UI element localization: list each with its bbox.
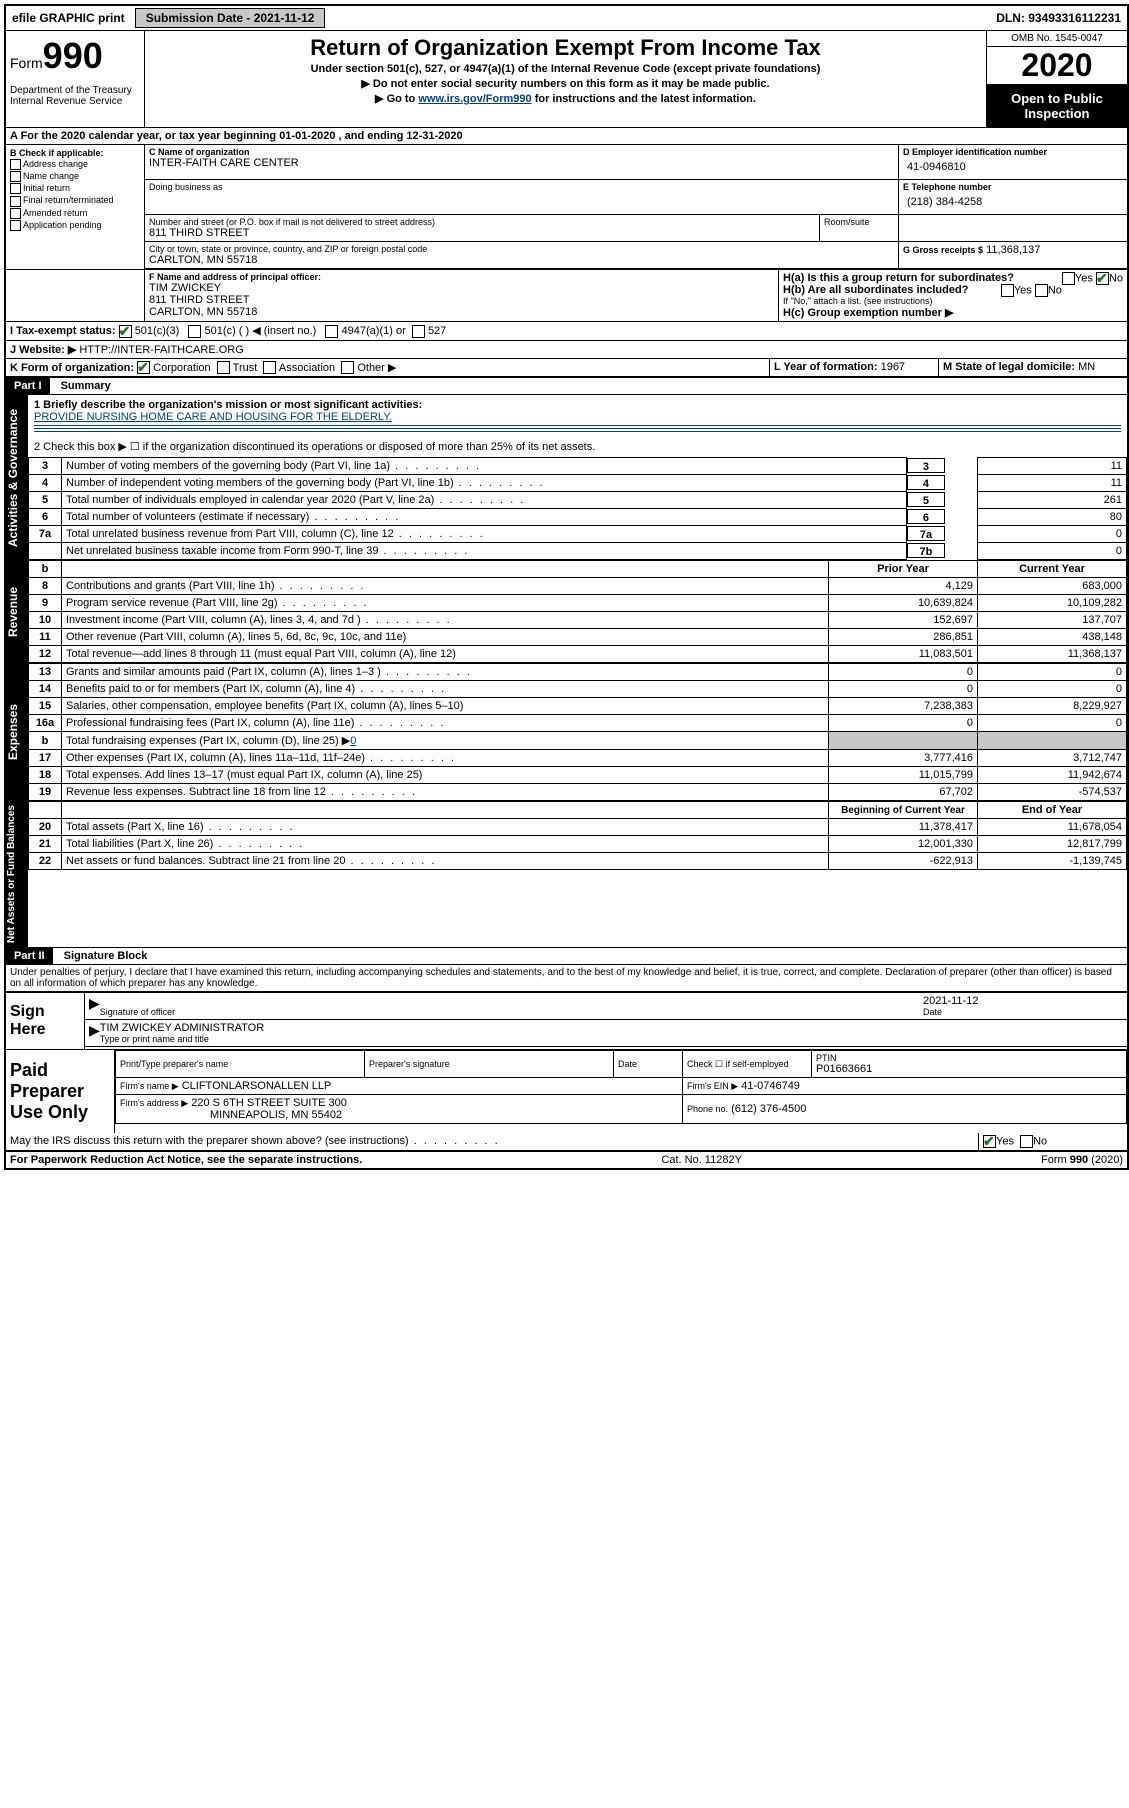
form-number-box: Form990 Department of the Treasury Inter… (6, 31, 145, 127)
topbar: efile GRAPHIC print Submission Date - 20… (6, 6, 1127, 31)
expenses-vlabel: Expenses (6, 663, 28, 801)
form-note1: ▶ Do not enter social security numbers o… (149, 77, 982, 90)
officer-city: CARLTON, MN 55718 (149, 306, 774, 318)
check-if-applicable: B Check if applicable: Address change Na… (6, 145, 145, 269)
form-container: efile GRAPHIC print Submission Date - 20… (4, 4, 1129, 1170)
table-row: Print/Type preparer's name Preparer's si… (116, 1051, 1127, 1078)
city-state-zip: CARLTON, MN 55718 (149, 254, 894, 266)
table-row: 9Program service revenue (Part VIII, lin… (29, 595, 1127, 612)
governance-vlabel: Activities & Governance (6, 395, 28, 560)
footer: For Paperwork Reduction Act Notice, see … (6, 1151, 1127, 1168)
website-url: HTTP://INTER-FAITHCARE.ORG (79, 344, 243, 356)
submission-date-button[interactable]: Submission Date - 2021-11-12 (135, 8, 326, 28)
dln-label: DLN: 93493316112231 (990, 9, 1127, 27)
firm-phone: (612) 376-4500 (731, 1103, 806, 1115)
firm-addr1: 220 S 6TH STREET SUITE 300 (191, 1097, 347, 1109)
street-address: 811 THIRD STREET (149, 227, 815, 239)
sign-date: 2021-11-12 (923, 995, 1123, 1007)
revenue-vlabel: Revenue (6, 560, 28, 663)
title-box: Return of Organization Exempt From Incom… (145, 31, 987, 127)
discuss-row: May the IRS discuss this return with the… (6, 1133, 1127, 1151)
table-row: 20Total assets (Part X, line 16)11,378,4… (29, 819, 1127, 836)
officer-block: F Name and address of principal officer:… (6, 270, 1127, 322)
tax-exempt-row: I Tax-exempt status: 501(c)(3) 501(c) ( … (6, 322, 1127, 341)
form-prefix: Form (10, 55, 43, 71)
preparer-table: Print/Type preparer's name Preparer's si… (115, 1050, 1127, 1124)
table-row: 3Number of voting members of the governi… (29, 458, 1127, 475)
table-row: 4Number of independent voting members of… (29, 475, 1127, 492)
table-row: 7aTotal unrelated business revenue from … (29, 526, 1127, 543)
arrow-icon: ▶ (89, 995, 100, 1017)
website-row: J Website: ▶ HTTP://INTER-FAITHCARE.ORG (6, 341, 1127, 359)
form-note2: ▶ Go to www.irs.gov/Form990 for instruct… (149, 92, 982, 105)
arrow-icon: ▶ (89, 1022, 100, 1044)
table-head: bPrior YearCurrent Year (29, 561, 1127, 578)
revenue-table: bPrior YearCurrent Year 8Contributions a… (28, 560, 1127, 663)
gross-receipts: 11,368,137 (986, 244, 1040, 256)
header: Form990 Department of the Treasury Inter… (6, 31, 1127, 128)
form-number: 990 (43, 35, 103, 76)
table-row: 6Total number of volunteers (estimate if… (29, 509, 1127, 526)
declaration-text: Under penalties of perjury, I declare th… (6, 965, 1127, 991)
mission-text: PROVIDE NURSING HOME CARE AND HOUSING FO… (34, 411, 1121, 423)
net-assets-vlabel: Net Assets or Fund Balances (6, 801, 28, 947)
table-row: 17Other expenses (Part IX, column (A), l… (29, 750, 1127, 767)
paid-preparer-block: Paid Preparer Use Only Print/Type prepar… (6, 1049, 1127, 1133)
table-row: 15Salaries, other compensation, employee… (29, 698, 1127, 715)
year-box: OMB No. 1545-0047 2020 Open to Public In… (987, 31, 1127, 127)
telephone: (218) 384-4258 (903, 192, 1123, 212)
org-name: INTER-FAITH CARE CENTER (149, 157, 894, 169)
firm-ein: 41-0746749 (741, 1080, 800, 1092)
inspection-badge: Open to Public Inspection (987, 85, 1127, 127)
ptin: P01663661 (816, 1063, 1122, 1075)
sign-here-block: Sign Here ▶ Signature of officer 2021-11… (6, 991, 1127, 1049)
officer-street: 811 THIRD STREET (149, 294, 774, 306)
part1-header: Part I Summary (6, 377, 1127, 395)
efile-label: efile GRAPHIC print (6, 9, 131, 27)
table-row: 12Total revenue—add lines 8 through 11 (… (29, 646, 1127, 663)
part2-header: Part II Signature Block (6, 947, 1127, 965)
table-row: 11Other revenue (Part VIII, column (A), … (29, 629, 1127, 646)
table-row: 18Total expenses. Add lines 13–17 (must … (29, 767, 1127, 784)
line-a: A For the 2020 calendar year, or tax yea… (6, 128, 1127, 145)
officer-name: TIM ZWICKEY (149, 282, 774, 294)
year-formation: 1967 (881, 361, 905, 373)
firm-name: CLIFTONLARSONALLEN LLP (182, 1080, 332, 1092)
form-title: Return of Organization Exempt From Incom… (149, 35, 982, 61)
table-row: 21Total liabilities (Part X, line 26)12,… (29, 836, 1127, 853)
irs-link[interactable]: www.irs.gov/Form990 (418, 93, 531, 105)
identity-block: B Check if applicable: Address change Na… (6, 145, 1127, 270)
net-assets-table: Beginning of Current YearEnd of Year 20T… (28, 801, 1127, 870)
table-row: bTotal fundraising expenses (Part IX, co… (29, 732, 1127, 750)
tax-year: 2020 (987, 47, 1127, 85)
table-row: Firm's address ▶ 220 S 6TH STREET SUITE … (116, 1095, 1127, 1124)
table-row: 10Investment income (Part VIII, column (… (29, 612, 1127, 629)
table-row: 13Grants and similar amounts paid (Part … (29, 664, 1127, 681)
expenses-table: 13Grants and similar amounts paid (Part … (28, 663, 1127, 801)
table-row: 16aProfessional fundraising fees (Part I… (29, 715, 1127, 732)
ein: 41-0946810 (903, 157, 1123, 177)
department-label: Department of the Treasury Internal Reve… (10, 85, 140, 107)
table-row: 22Net assets or fund balances. Subtract … (29, 853, 1127, 870)
form-of-org-row: K Form of organization: Corporation Trus… (6, 359, 1127, 378)
revenue-section: Revenue bPrior YearCurrent Year 8Contrib… (6, 560, 1127, 663)
cat-no: Cat. No. 11282Y (661, 1154, 742, 1166)
table-row: 19Revenue less expenses. Subtract line 1… (29, 784, 1127, 801)
table-row: 8Contributions and grants (Part VIII, li… (29, 578, 1127, 595)
governance-section: Activities & Governance 1 Briefly descri… (6, 395, 1127, 560)
net-assets-section: Net Assets or Fund Balances Beginning of… (6, 801, 1127, 947)
table-row: Net unrelated business taxable income fr… (29, 543, 1127, 560)
table-row: 14Benefits paid to or for members (Part … (29, 681, 1127, 698)
governance-table: 3Number of voting members of the governi… (28, 457, 1127, 560)
table-row: Firm's name ▶ CLIFTONLARSONALLEN LLP Fir… (116, 1078, 1127, 1095)
table-row: 5Total number of individuals employed in… (29, 492, 1127, 509)
table-head: Beginning of Current YearEnd of Year (29, 802, 1127, 819)
omb-number: OMB No. 1545-0047 (987, 31, 1127, 47)
expenses-section: Expenses 13Grants and similar amounts pa… (6, 663, 1127, 801)
form-subtitle: Under section 501(c), 527, or 4947(a)(1)… (149, 63, 982, 75)
officer-name-title: TIM ZWICKEY ADMINISTRATOR (100, 1022, 1123, 1034)
state-domicile: MN (1078, 361, 1095, 373)
firm-addr2: MINNEAPOLIS, MN 55402 (120, 1109, 342, 1121)
